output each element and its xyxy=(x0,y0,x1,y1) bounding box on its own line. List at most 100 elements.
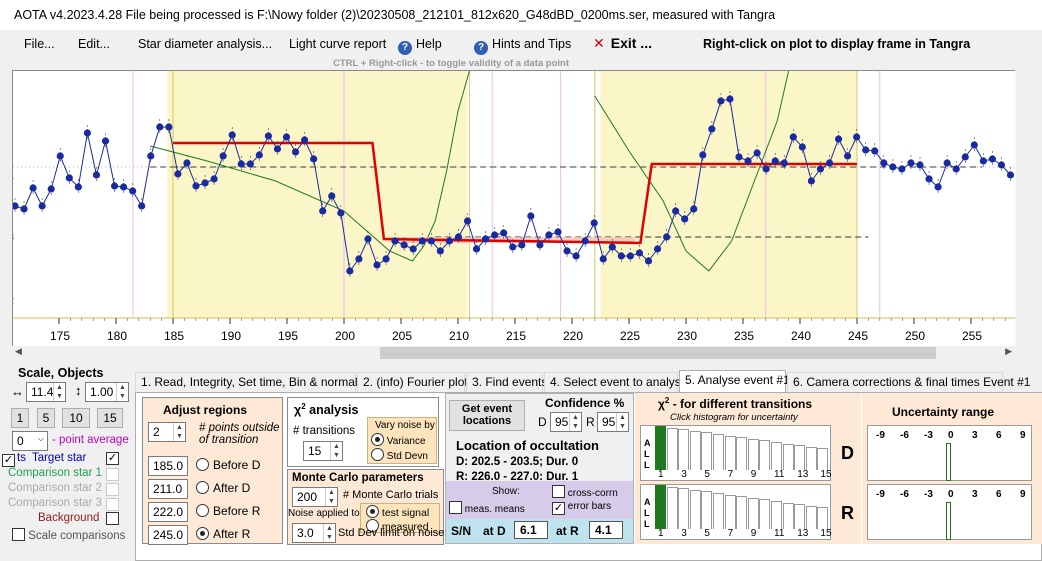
data-point[interactable] xyxy=(472,245,481,253)
data-point[interactable] xyxy=(282,133,291,141)
radio-icon[interactable] xyxy=(196,504,209,517)
data-point[interactable] xyxy=(382,255,390,263)
menu-hints[interactable]: ? Hints and Tips xyxy=(474,37,571,55)
data-point[interactable] xyxy=(56,152,64,160)
d-histogram-bar[interactable] xyxy=(782,443,794,470)
data-point[interactable] xyxy=(554,228,562,236)
data-point[interactable] xyxy=(780,159,788,167)
error-bars-option[interactable]: ✓ error bars xyxy=(552,501,611,515)
comparison-star-1-checkbox[interactable] xyxy=(106,468,119,481)
data-point[interactable] xyxy=(346,267,354,275)
data-point[interactable] xyxy=(255,151,263,159)
data-point[interactable] xyxy=(373,261,381,269)
scale-comparisons-checkbox[interactable] xyxy=(12,528,25,541)
menu-help[interactable]: ? Help xyxy=(398,37,442,55)
data-point[interactable] xyxy=(717,97,725,105)
data-point[interactable] xyxy=(699,151,707,159)
scale-button-15[interactable]: 15 xyxy=(97,408,123,428)
r-histogram-bar[interactable] xyxy=(678,488,690,529)
data-point[interactable] xyxy=(328,192,336,200)
d-histogram-bar[interactable] xyxy=(713,434,724,470)
scale-button-10[interactable]: 10 xyxy=(62,408,90,428)
data-point[interactable] xyxy=(536,241,544,249)
r-histogram-bar[interactable] xyxy=(655,485,666,529)
data-point[interactable] xyxy=(301,136,309,144)
error-bars-checkbox[interactable]: ✓ xyxy=(552,502,565,515)
data-point[interactable] xyxy=(988,155,997,163)
d-histogram-bar[interactable] xyxy=(655,426,666,470)
data-point[interactable] xyxy=(690,205,698,213)
data-point[interactable] xyxy=(482,235,490,243)
data-point[interactable] xyxy=(672,207,680,215)
radio-icon[interactable] xyxy=(366,505,379,518)
data-point[interactable] xyxy=(681,215,689,223)
data-point[interactable] xyxy=(889,163,897,171)
data-point[interactable] xyxy=(970,141,978,149)
r-histogram-bar[interactable] xyxy=(805,505,817,529)
data-point[interactable] xyxy=(201,179,209,187)
scroll-right-icon[interactable]: ▶ xyxy=(1005,346,1012,356)
data-point[interactable] xyxy=(744,157,752,165)
light-curve-svg[interactable]: 4 3 2 175 180 185 190 195 200 205 210 215 220 225 230 2… xyxy=(13,71,1016,347)
data-point[interactable] xyxy=(120,183,128,191)
data-point[interactable] xyxy=(663,233,671,241)
target-star-checkbox[interactable]: ✓ xyxy=(2,454,15,467)
points-outside-stepper[interactable]: 2 ▲ ▼ xyxy=(148,422,186,442)
stepper-arrows-icon[interactable]: ▲ ▼ xyxy=(569,413,581,431)
data-point[interactable] xyxy=(74,183,82,191)
data-point[interactable] xyxy=(110,182,119,190)
data-point[interactable] xyxy=(762,165,770,173)
data-point[interactable] xyxy=(264,132,272,140)
vary-variance-option[interactable]: Variance xyxy=(371,433,426,447)
data-point[interactable] xyxy=(925,175,933,183)
r-histogram-bar[interactable] xyxy=(817,507,829,529)
data-point[interactable] xyxy=(500,229,508,237)
d-histogram-bar[interactable] xyxy=(817,448,829,470)
adjust-value-3[interactable]: 245.0 xyxy=(148,525,188,545)
data-point[interactable] xyxy=(445,237,453,245)
r-histogram-bar[interactable] xyxy=(771,501,782,529)
adjust-option-1[interactable]: After D xyxy=(196,481,250,495)
data-point[interactable] xyxy=(273,145,282,153)
data-point[interactable] xyxy=(853,133,861,141)
radio-icon[interactable] xyxy=(196,527,209,540)
data-point[interactable] xyxy=(907,159,915,167)
r-histogram-bar[interactable] xyxy=(701,491,713,529)
data-point[interactable] xyxy=(219,152,227,160)
r-histogram-bar[interactable] xyxy=(747,497,759,529)
transitions-stepper[interactable]: 15 ▲ ▼ xyxy=(303,441,343,461)
tab-analyse-event[interactable]: 5. Analyse event #1 xyxy=(679,370,790,392)
data-point[interactable] xyxy=(228,131,236,139)
r-histogram-bar[interactable] xyxy=(782,502,794,529)
menu-light-curve-report[interactable]: Light curve report xyxy=(289,37,387,51)
stepper-arrows-icon[interactable]: ▲ ▼ xyxy=(116,383,128,401)
background-checkbox[interactable] xyxy=(106,512,119,525)
d-histogram-bar[interactable] xyxy=(736,437,748,470)
data-point[interactable] xyxy=(771,157,779,165)
r-histogram-bar[interactable] xyxy=(794,504,806,529)
data-point[interactable] xyxy=(626,252,635,260)
r-histogram-bar[interactable] xyxy=(759,499,771,529)
scale-x-stepper[interactable]: 11.4 ▲ ▼ xyxy=(26,382,66,402)
data-point[interactable] xyxy=(726,95,734,103)
data-point[interactable] xyxy=(898,165,906,173)
data-point[interactable] xyxy=(952,165,960,173)
get-event-locations-button[interactable]: Get event locations xyxy=(449,400,525,431)
data-point[interactable] xyxy=(13,202,19,210)
tab-find-events[interactable]: 3. Find events xyxy=(466,372,547,392)
test-signal-option[interactable]: test signal xyxy=(366,505,429,519)
confidence-d-stepper[interactable]: 95 ▲ ▼ xyxy=(550,412,582,432)
data-point[interactable] xyxy=(961,153,969,161)
data-point[interactable] xyxy=(979,157,987,165)
data-point[interactable] xyxy=(789,133,797,141)
data-point[interactable] xyxy=(192,182,200,190)
adjust-value-2[interactable]: 222.0 xyxy=(148,502,188,522)
d-histogram-bar[interactable] xyxy=(724,435,736,470)
data-point[interactable] xyxy=(834,135,843,143)
target-star-row[interactable]: ✓ ts Target star xyxy=(2,452,86,467)
comparison-star-3-checkbox[interactable] xyxy=(106,498,119,511)
adjust-value-0[interactable]: 185.0 xyxy=(148,456,188,476)
r-histogram-bar[interactable] xyxy=(666,486,678,529)
radio-icon[interactable] xyxy=(366,519,379,532)
data-point[interactable] xyxy=(599,255,607,263)
